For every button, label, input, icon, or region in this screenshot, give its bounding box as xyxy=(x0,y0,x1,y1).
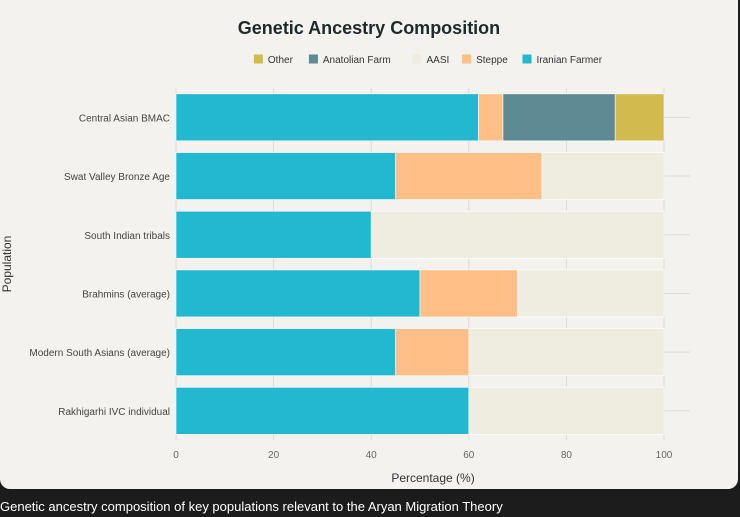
bar-swat-valley-bronze-age-iranian-farmer xyxy=(175,152,396,200)
legend-label-iranian-farmer: Iranian Farmer xyxy=(537,55,603,66)
legend-swatch-other xyxy=(253,54,263,64)
legend: Other Anatolian Farm AASI Steppe Iranian Far… xyxy=(253,54,603,66)
legend-swatch-anatolian-farm xyxy=(308,54,318,64)
bar-rakhigarhi-ivc-individual-aasi xyxy=(468,387,665,435)
legend-label-anatolian-farm: Anatolian Farm xyxy=(323,55,391,66)
bar-brahmins-average-steppe xyxy=(419,269,518,318)
x-tick-label: 60 xyxy=(463,450,475,461)
bar-central-asian-bmac-other xyxy=(614,93,665,142)
chart-card: Genetic Ancestry Composition Other Anatol… xyxy=(0,0,738,489)
bar-central-asian-bmac-anatolian-farm xyxy=(502,93,616,142)
bar-swat-valley-bronze-age-steppe xyxy=(395,152,543,200)
bar-brahmins-average-iranian-farmer xyxy=(175,269,421,318)
bar-central-asian-bmac-iranian-farmer xyxy=(175,93,479,142)
bar-modern-south-asians-average-aasi xyxy=(468,328,665,376)
legend-swatch-iranian-farmer xyxy=(522,54,532,64)
stacked-bar-chart: Genetic Ancestry Composition Other Anatol… xyxy=(0,18,690,485)
legend-swatch-steppe xyxy=(462,54,472,64)
x-tick-label: 40 xyxy=(366,450,378,461)
y-tick-label: Swat Valley Bronze Age xyxy=(64,172,170,183)
bar-south-indian-tribals-aasi xyxy=(370,210,665,259)
legend-swatch-aasi xyxy=(412,54,422,64)
bars xyxy=(175,93,665,435)
legend-label-steppe: Steppe xyxy=(476,55,508,66)
x-tick-label: 100 xyxy=(656,450,673,461)
bar-modern-south-asians-average-iranian-farmer xyxy=(175,328,396,376)
x-tick-labels: 0 20 40 60 80 100 xyxy=(173,450,673,461)
bar-modern-south-asians-average-steppe xyxy=(395,328,470,376)
bar-rakhigarhi-ivc-individual-iranian-farmer xyxy=(175,387,470,435)
x-tick-label: 0 xyxy=(173,450,179,461)
legend-label-other: Other xyxy=(268,55,294,66)
x-tick-label: 80 xyxy=(561,450,573,461)
y-tick-label: Modern South Asians (average) xyxy=(29,348,170,359)
x-tick-label: 20 xyxy=(268,450,280,461)
y-tick-label: Brahmins (average) xyxy=(82,289,170,300)
bar-central-asian-bmac-steppe xyxy=(478,93,504,142)
y-axis-label: Population xyxy=(0,236,14,293)
figure-caption: Genetic ancestry composition of key popu… xyxy=(0,499,503,514)
bar-brahmins-average-aasi xyxy=(517,269,665,318)
bar-swat-valley-bronze-age-aasi xyxy=(541,152,665,200)
x-axis-label: Percentage (%) xyxy=(391,471,474,485)
bar-south-indian-tribals-iranian-farmer xyxy=(175,210,372,259)
y-tick-label: South Indian tribals xyxy=(84,231,170,242)
y-tick-label: Rakhigarhi IVC individual xyxy=(58,407,170,418)
y-tick-label: Central Asian BMAC xyxy=(79,113,170,124)
chart-title: Genetic Ancestry Composition xyxy=(238,18,500,38)
y-tick-labels: Central Asian BMAC Swat Valley Bronze Age… xyxy=(29,113,170,418)
legend-label-aasi: AASI xyxy=(427,55,450,66)
